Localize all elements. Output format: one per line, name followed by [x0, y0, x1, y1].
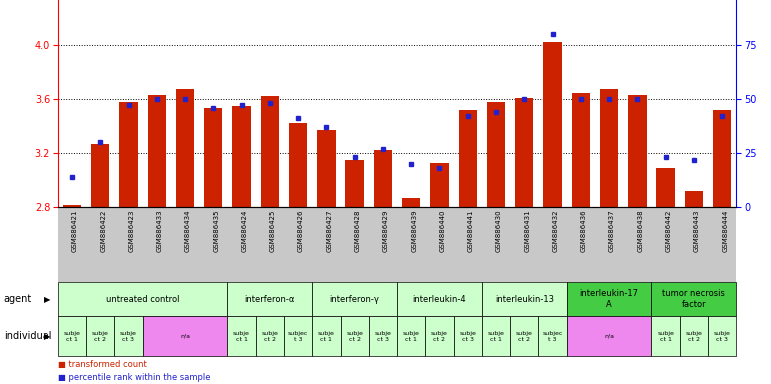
Text: subje
ct 1: subje ct 1 [487, 331, 504, 342]
Text: GSM886442: GSM886442 [665, 209, 672, 252]
Text: ▶: ▶ [44, 295, 50, 304]
Bar [120, 102, 138, 207]
Text: GSM886424: GSM886424 [241, 209, 247, 252]
Text: GSM886436: GSM886436 [581, 209, 587, 252]
Text: GSM886443: GSM886443 [694, 209, 700, 252]
Bar [147, 95, 166, 207]
Text: ▶: ▶ [44, 332, 50, 341]
Bar [261, 96, 279, 207]
Bar [176, 89, 194, 207]
Bar [544, 42, 562, 207]
Text: GSM886444: GSM886444 [722, 209, 728, 252]
Bar [713, 110, 732, 207]
Text: GSM886440: GSM886440 [439, 209, 446, 252]
Text: GSM886431: GSM886431 [524, 209, 530, 252]
Text: GSM886438: GSM886438 [638, 209, 643, 252]
Bar [600, 89, 618, 207]
Bar [204, 108, 223, 207]
Text: interferon-α: interferon-α [244, 295, 295, 304]
Text: subje
ct 1: subje ct 1 [63, 331, 80, 342]
Text: interleukin-4: interleukin-4 [412, 295, 466, 304]
Bar [232, 106, 251, 207]
Text: untreated control: untreated control [106, 295, 180, 304]
Text: interferon-γ: interferon-γ [330, 295, 379, 304]
Bar [402, 198, 420, 207]
Text: GSM886439: GSM886439 [411, 209, 417, 252]
Text: individual: individual [4, 331, 52, 341]
Bar [487, 102, 505, 207]
Text: GSM886425: GSM886425 [270, 209, 276, 252]
Text: subje
ct 3: subje ct 3 [460, 331, 476, 342]
Text: subje
ct 2: subje ct 2 [261, 331, 278, 342]
Text: GSM886426: GSM886426 [298, 209, 304, 252]
Text: GSM886428: GSM886428 [355, 209, 361, 252]
Text: n/a: n/a [180, 334, 190, 339]
Text: GSM886429: GSM886429 [383, 209, 389, 252]
Bar [345, 160, 364, 207]
Bar [62, 205, 81, 207]
Text: ■ transformed count: ■ transformed count [58, 360, 146, 369]
Text: interleukin-13: interleukin-13 [495, 295, 554, 304]
Text: subje
ct 2: subje ct 2 [92, 331, 109, 342]
Text: subjec
t 3: subjec t 3 [542, 331, 563, 342]
Bar [515, 98, 534, 207]
Bar [374, 151, 392, 207]
Text: ■ percentile rank within the sample: ■ percentile rank within the sample [58, 372, 210, 382]
Text: tumor necrosis
factor: tumor necrosis factor [662, 290, 726, 309]
Text: subje
ct 3: subje ct 3 [120, 331, 137, 342]
Bar [430, 162, 449, 207]
Bar [571, 93, 590, 207]
Text: subje
ct 3: subje ct 3 [714, 331, 731, 342]
Text: GSM886427: GSM886427 [326, 209, 332, 252]
Bar [459, 110, 477, 207]
Text: GSM886423: GSM886423 [129, 209, 134, 252]
Text: GSM886434: GSM886434 [185, 209, 191, 252]
Text: subje
ct 2: subje ct 2 [346, 331, 363, 342]
Text: subje
ct 1: subje ct 1 [402, 331, 419, 342]
Text: subje
ct 2: subje ct 2 [431, 331, 448, 342]
Text: subje
ct 2: subje ct 2 [516, 331, 533, 342]
Text: interleukin-17
A: interleukin-17 A [580, 290, 638, 309]
Text: GSM886437: GSM886437 [609, 209, 615, 252]
Bar [656, 168, 675, 207]
Text: subjec
t 3: subjec t 3 [288, 331, 308, 342]
Text: GSM886432: GSM886432 [553, 209, 558, 252]
Text: subje
ct 3: subje ct 3 [375, 331, 392, 342]
Bar [317, 130, 335, 207]
Bar [289, 123, 308, 207]
Text: GSM886430: GSM886430 [496, 209, 502, 252]
Text: GSM886422: GSM886422 [100, 209, 106, 252]
Text: agent: agent [4, 294, 32, 304]
Text: subje
ct 1: subje ct 1 [233, 331, 250, 342]
Bar [685, 191, 703, 207]
Text: GSM886421: GSM886421 [72, 209, 78, 252]
Text: GSM886441: GSM886441 [468, 209, 473, 252]
Text: n/a: n/a [604, 334, 614, 339]
Bar [628, 95, 647, 207]
Text: GSM886433: GSM886433 [157, 209, 163, 252]
Text: subje
ct 1: subje ct 1 [318, 331, 335, 342]
Bar [91, 144, 109, 207]
Text: GSM886435: GSM886435 [214, 209, 219, 252]
Text: subje
ct 2: subje ct 2 [685, 331, 702, 342]
Text: subje
ct 1: subje ct 1 [657, 331, 674, 342]
